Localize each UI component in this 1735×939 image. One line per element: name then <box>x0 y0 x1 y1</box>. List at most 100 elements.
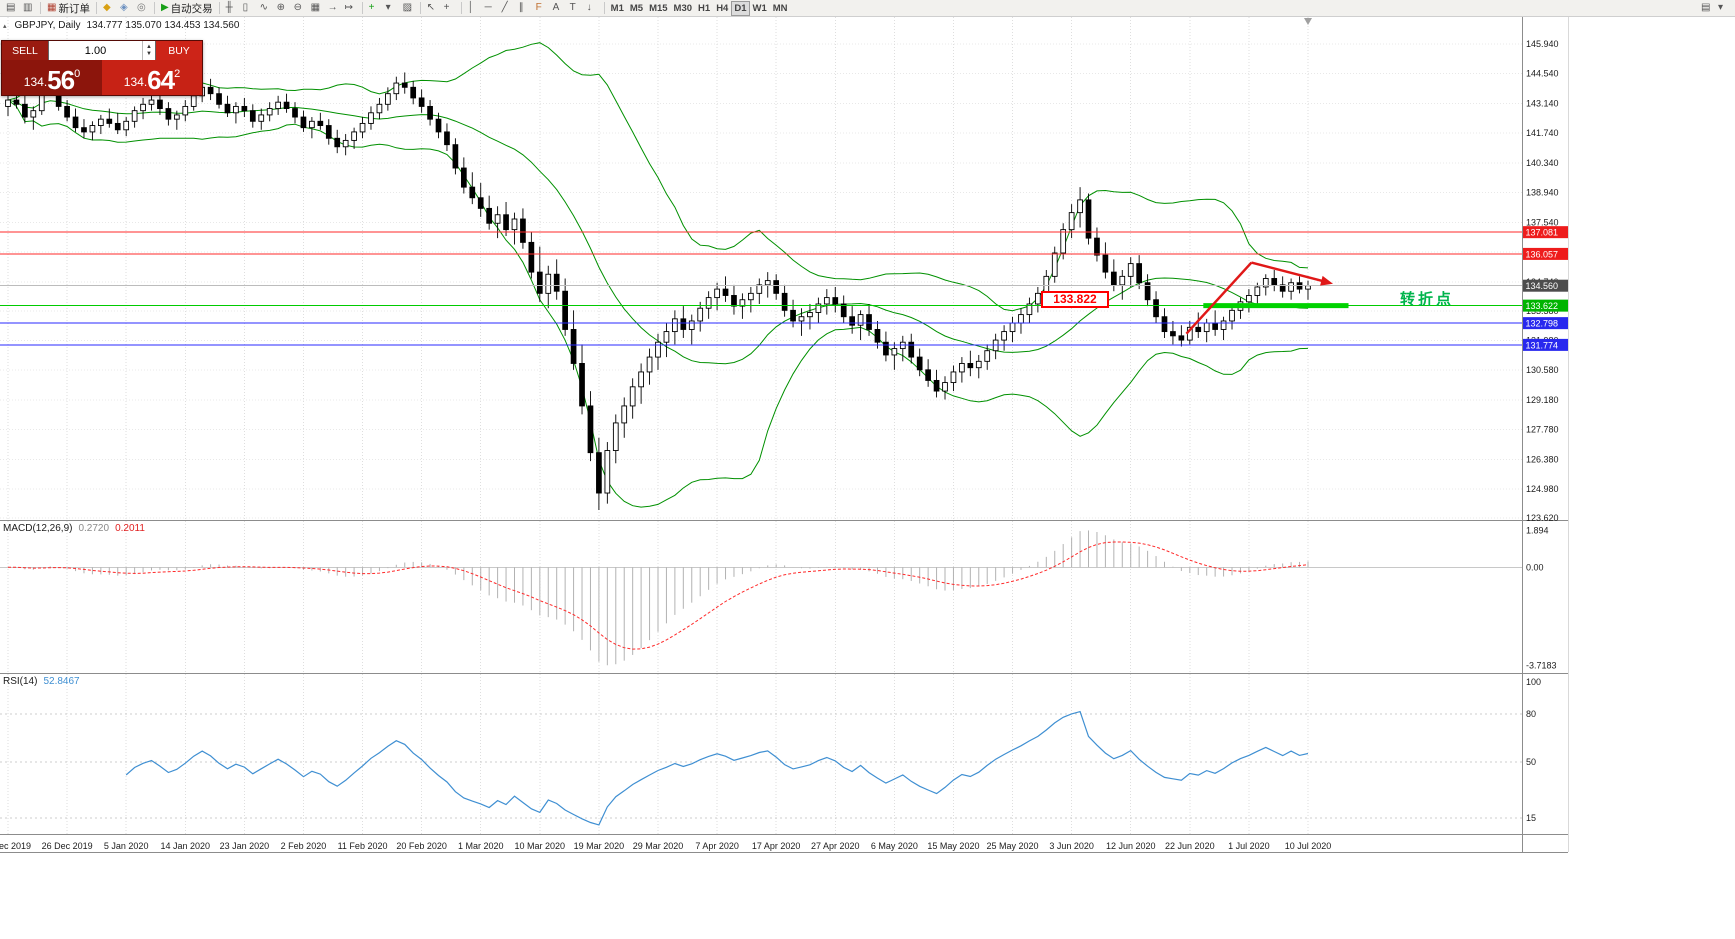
svg-text:19 Mar 2020: 19 Mar 2020 <box>574 841 625 851</box>
auto-scroll-button[interactable]: → <box>325 1 342 16</box>
navigator-icon: ◎ <box>136 2 146 13</box>
channel-button[interactable]: ∥ <box>516 1 533 16</box>
tf-m30-label: M30 <box>673 2 693 14</box>
autotrading-button[interactable]: ▶ 自动交易 <box>158 1 216 16</box>
sell-price-prefix: 134. <box>23 75 48 89</box>
toolbar-separator <box>153 2 155 14</box>
rsi-pane-label: RSI(14) 52.8467 <box>3 676 80 687</box>
one-click-trading-panel: SELL ▲ ▼ BUY 134. 56 0 134. 64 2 <box>1 40 203 96</box>
window-list-icon: ▤ <box>1701 2 1711 13</box>
spin-down-icon[interactable]: ▼ <box>146 50 152 57</box>
market-watch-button[interactable]: ◈ <box>117 1 134 16</box>
buy-price-big: 64 <box>147 65 175 95</box>
chart-shift-icon: ↦ <box>344 2 354 13</box>
line-chart-button[interactable]: ∿ <box>257 1 274 16</box>
pane-separators[interactable] <box>0 17 1569 853</box>
new-chart-icon: ▤ <box>6 2 16 13</box>
macd-main-value: 0.2720 <box>78 523 110 534</box>
more-tools-button[interactable]: ▾ <box>1715 1 1732 16</box>
annotations-layer[interactable] <box>1185 18 1349 335</box>
buy-price[interactable]: 134. 64 2 <box>102 60 202 95</box>
svg-text:10 Mar 2020: 10 Mar 2020 <box>515 841 566 851</box>
symbol-title: GBPJPY, Daily <box>14 20 81 31</box>
metaeditor-button[interactable]: ◆ <box>100 1 117 16</box>
buy-button[interactable]: BUY <box>156 41 202 60</box>
rsi-plot <box>0 710 1522 826</box>
cursor-button[interactable]: ↖ <box>424 1 441 16</box>
svg-text:138.940: 138.940 <box>1526 188 1559 198</box>
svg-text:132.798: 132.798 <box>1526 319 1559 329</box>
periods-button[interactable]: ▾ <box>383 1 400 16</box>
oct-collapse-icon[interactable]: ▴ <box>3 22 7 30</box>
crosshair-button[interactable]: + <box>441 1 458 16</box>
bar-chart-icon: ╫ <box>225 2 233 13</box>
tf-m5-label: M5 <box>629 2 644 14</box>
arrows-button[interactable]: ↓ <box>584 1 601 16</box>
sell-price[interactable]: 134. 56 0 <box>2 60 102 95</box>
templates-button[interactable]: ▨ <box>400 1 417 16</box>
new-order-icon: ▦ <box>47 2 57 13</box>
toolbar-separator <box>218 2 220 14</box>
tf-m30-button[interactable]: M30 <box>671 1 695 16</box>
tile-windows-button[interactable]: ▦ <box>308 1 325 16</box>
zoom-in-button[interactable]: ⊕ <box>274 1 291 16</box>
ohlc-values: 134.777 135.070 134.453 134.560 <box>86 20 240 31</box>
svg-text:143.140: 143.140 <box>1526 98 1559 108</box>
svg-text:126.380: 126.380 <box>1526 454 1559 464</box>
channel-icon: ∥ <box>518 2 524 13</box>
new-chart-button[interactable]: ▤ <box>3 1 20 16</box>
toolbar-separator <box>603 2 605 14</box>
tf-m1-button[interactable]: M1 <box>608 1 627 16</box>
trendline-button[interactable]: ╱ <box>499 1 516 16</box>
tf-m15-button[interactable]: M15 <box>646 1 670 16</box>
svg-text:27 Apr 2020: 27 Apr 2020 <box>811 841 860 851</box>
text-label-button[interactable]: T <box>567 1 584 16</box>
volume-input[interactable] <box>49 41 142 60</box>
toolbar-separator <box>460 2 462 14</box>
svg-text:1 Jul 2020: 1 Jul 2020 <box>1228 841 1270 851</box>
svg-text:10 Jul 2020: 10 Jul 2020 <box>1285 841 1332 851</box>
tf-w1-button[interactable]: W1 <box>750 1 770 16</box>
tf-mn-button[interactable]: MN <box>770 1 791 16</box>
tf-m5-button[interactable]: M5 <box>627 1 646 16</box>
svg-text:127.780: 127.780 <box>1526 425 1559 435</box>
spin-up-icon[interactable]: ▲ <box>146 43 152 50</box>
tf-d1-label: D1 <box>734 2 747 14</box>
sell-button[interactable]: SELL <box>2 41 48 60</box>
macd-signal-value: 0.2011 <box>115 523 145 534</box>
fibonacci-button[interactable]: F <box>533 1 550 16</box>
new-order-button[interactable]: ▦ 新订单 <box>44 1 93 16</box>
indicators-button[interactable]: + <box>366 1 383 16</box>
candlestick-chart-button[interactable]: ▯ <box>240 1 257 16</box>
svg-text:124.980: 124.980 <box>1526 484 1559 494</box>
svg-text:11 Feb 2020: 11 Feb 2020 <box>338 841 388 851</box>
tf-d1-button[interactable]: D1 <box>731 0 750 16</box>
vertical-line-button[interactable]: │ <box>465 1 482 16</box>
macd-title: MACD(12,26,9) <box>3 523 73 534</box>
svg-text:123.620: 123.620 <box>1526 513 1559 523</box>
turning-point-annotation[interactable]: 转折点 <box>1400 291 1455 308</box>
tf-h4-button[interactable]: H4 <box>713 1 731 16</box>
volume-box: ▲ ▼ <box>48 41 156 60</box>
chart-shift-button[interactable]: ↦ <box>342 1 359 16</box>
zoom-out-button[interactable]: ⊖ <box>291 1 308 16</box>
svg-text:3 Jun 2020: 3 Jun 2020 <box>1049 841 1094 851</box>
tf-m1-label: M1 <box>610 2 624 14</box>
text-button[interactable]: A <box>550 1 567 16</box>
candlestick-chart-icon: ▯ <box>242 2 249 13</box>
candles-layer <box>5 68 1311 511</box>
svg-text:141.740: 141.740 <box>1526 128 1559 138</box>
svg-text:0.00: 0.00 <box>1526 562 1544 572</box>
svg-text:131.774: 131.774 <box>1526 340 1559 350</box>
price-annotation[interactable]: 133.822 <box>1041 291 1109 308</box>
tf-w1-label: W1 <box>752 2 767 14</box>
navigator-button[interactable]: ◎ <box>134 1 151 16</box>
tf-h1-button[interactable]: H1 <box>695 1 713 16</box>
volume-spinner[interactable]: ▲ ▼ <box>142 41 155 60</box>
horizontal-line-button[interactable]: ─ <box>482 1 499 16</box>
chart-profiles-button[interactable]: ▥ <box>20 1 37 16</box>
crosshair-icon: + <box>443 2 450 13</box>
window-list-button[interactable]: ▤ <box>1698 1 1715 16</box>
bar-chart-button[interactable]: ╫ <box>223 1 240 16</box>
auto-scroll-icon: → <box>327 2 338 13</box>
